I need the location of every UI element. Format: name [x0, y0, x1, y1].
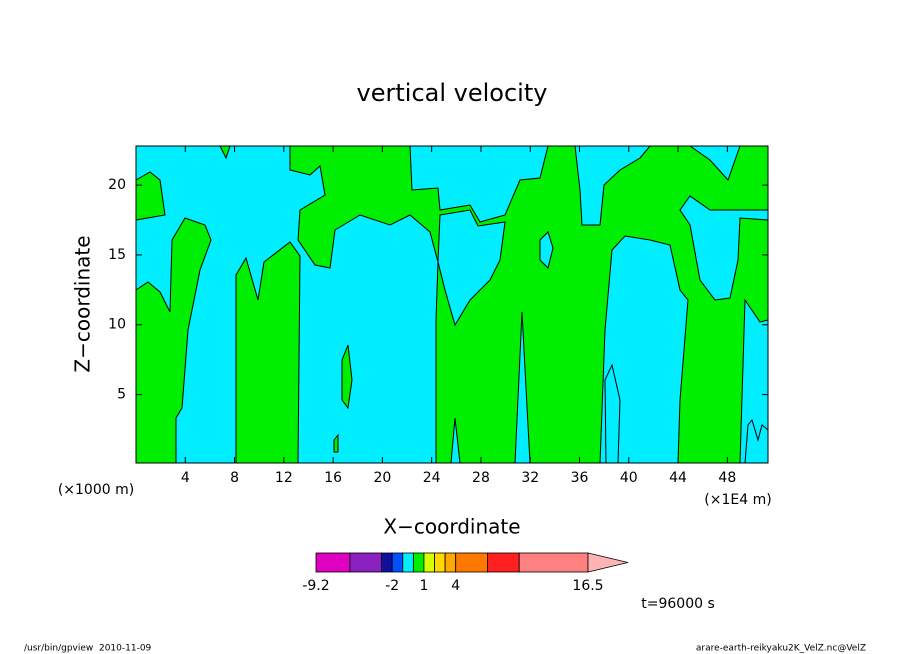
x-tick-label: 40	[620, 470, 638, 486]
y-axis-label: Z−coordinate	[71, 235, 95, 372]
x-tick-label: 32	[521, 470, 539, 486]
footer-right: arare-earth-reikyaku2K_VelZ.nc@VelZ	[696, 644, 866, 654]
contour-region	[539, 231, 554, 269]
colorbar-segment	[412, 552, 425, 573]
colorbar-segment	[434, 552, 446, 573]
x-tick-label: 36	[571, 470, 589, 486]
x-tick-label: 4	[181, 470, 190, 486]
x-tick-label: 48	[718, 470, 736, 486]
contour-region	[289, 145, 769, 464]
x-unit: (×1000 m)	[58, 482, 134, 498]
contour-region	[341, 344, 353, 410]
chart-title: vertical velocity	[357, 79, 548, 107]
x-axis-label: X−coordinate	[383, 515, 520, 539]
colorbar-segment	[444, 552, 457, 573]
colorbar-tick-label: -9.2	[302, 578, 329, 594]
contour-region	[437, 209, 506, 327]
y-tick-label: 20	[108, 177, 126, 193]
colorbar-segment	[381, 552, 393, 573]
colorbar-tick-label: 1	[419, 578, 428, 594]
colorbar-segment	[402, 552, 414, 573]
y-tick-label: 15	[108, 247, 126, 263]
colorbar-tick-label: 16.5	[572, 578, 603, 594]
footer-left: /usr/bin/gpview 2010-11-09	[24, 644, 152, 654]
x-tick-label: 16	[324, 470, 342, 486]
x-tick-label: 20	[373, 470, 391, 486]
x-tick-label: 44	[669, 470, 687, 486]
colorbar-segment	[349, 552, 383, 573]
y-tick-label: 5	[117, 387, 126, 403]
contour-region	[604, 363, 621, 464]
x-tick-label: 12	[275, 470, 293, 486]
plot-frame	[135, 145, 769, 464]
colorbar-segment	[423, 552, 435, 573]
contour-region	[135, 217, 212, 464]
colorbar-segment	[518, 552, 589, 573]
colorbar-tick-label: 4	[451, 578, 460, 594]
colorbar-segment	[391, 552, 404, 573]
colorbar-segment	[487, 552, 520, 573]
x-tick-label: 8	[230, 470, 239, 486]
x-tick-label: 24	[423, 470, 441, 486]
contour-fills	[135, 145, 769, 464]
time-annotation: t=96000 s	[641, 596, 715, 612]
colorbar: -9.2 -2 1 4 16.5	[302, 552, 629, 594]
x-unit-secondary: (×1E4 m)	[704, 492, 771, 508]
contour-region	[333, 433, 339, 453]
colorbar-segment	[315, 552, 351, 573]
colorbar-tick-label: -2	[385, 578, 399, 594]
y-tick-label: 10	[108, 317, 126, 333]
contour-region	[235, 241, 301, 464]
colorbar-extension	[587, 552, 629, 573]
x-tick-label: 28	[472, 470, 490, 486]
colorbar-segment	[455, 552, 488, 573]
